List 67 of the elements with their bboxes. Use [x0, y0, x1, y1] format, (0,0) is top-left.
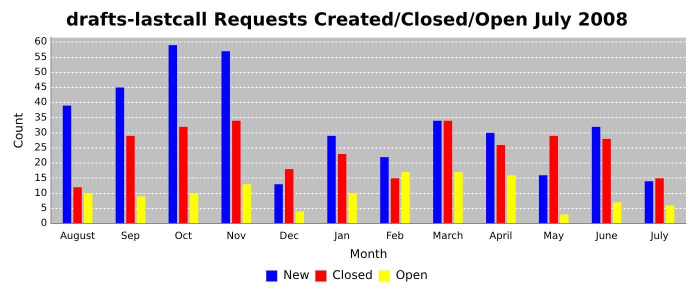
bar	[655, 178, 664, 224]
x-tick-label: Dec	[280, 231, 299, 242]
bar	[390, 178, 400, 224]
bar	[136, 196, 146, 224]
y-tick-label: 50	[34, 66, 48, 78]
bar	[179, 126, 188, 224]
bar	[560, 214, 569, 224]
bar	[454, 172, 463, 224]
bar	[284, 169, 294, 224]
y-tick-label: 40	[34, 97, 48, 108]
bar	[507, 175, 516, 224]
bar	[62, 106, 72, 224]
y-tick-label: 20	[34, 158, 48, 169]
x-tick-label: May	[543, 231, 564, 242]
x-tick-label: August	[60, 231, 96, 242]
bar	[221, 51, 230, 224]
x-tick-label: Oct	[174, 231, 192, 242]
bar	[338, 154, 346, 224]
bar	[644, 181, 654, 224]
y-tick-label: 30	[34, 127, 48, 138]
y-tick-label: 25	[34, 142, 48, 154]
y-tick-label: 55	[34, 52, 48, 63]
bar	[602, 138, 611, 224]
bar	[274, 184, 283, 224]
bar	[380, 157, 389, 224]
bar	[327, 136, 336, 224]
bar	[666, 205, 674, 224]
bar	[126, 136, 135, 224]
bar	[348, 193, 357, 224]
bar	[73, 187, 82, 224]
bar	[592, 126, 600, 224]
legend-label: Open	[396, 268, 428, 282]
x-tick-label: July	[650, 231, 669, 242]
x-tick-label: April	[489, 231, 512, 242]
bar	[84, 193, 92, 224]
x-tick-label: Feb	[386, 231, 404, 242]
bar	[496, 144, 506, 224]
x-tick-label: June	[594, 231, 618, 242]
y-tick-label: 5	[40, 203, 48, 214]
bar	[168, 45, 178, 224]
bar	[401, 172, 410, 224]
x-tick-label: Sep	[121, 231, 140, 242]
bar	[612, 202, 622, 224]
bar	[116, 88, 124, 224]
legend-label: New	[283, 268, 310, 282]
y-axis-title: Count	[11, 112, 26, 148]
bar	[190, 193, 198, 224]
x-axis-title: Month	[350, 246, 388, 261]
y-tick-label: 35	[34, 112, 48, 124]
bar	[538, 175, 548, 224]
x-tick-label: March	[432, 231, 464, 242]
bar	[444, 120, 452, 224]
y-tick-label: 60	[34, 36, 48, 48]
x-tick-label: Jan	[333, 231, 350, 242]
bar	[433, 120, 442, 224]
x-tick-label: Nov	[226, 231, 246, 242]
bar	[242, 184, 252, 224]
y-tick-label: 15	[34, 172, 48, 184]
y-tick-label: 10	[34, 188, 48, 199]
chart-title: drafts-lastcall Requests Created/Closed/Open July 2008	[66, 9, 628, 30]
bar	[232, 120, 241, 224]
legend-label: Closed	[332, 268, 373, 282]
y-tick-label: 45	[34, 82, 48, 94]
bar	[486, 132, 494, 224]
bar	[550, 136, 558, 224]
bar	[296, 212, 304, 224]
y-tick-label: 0	[40, 218, 48, 230]
